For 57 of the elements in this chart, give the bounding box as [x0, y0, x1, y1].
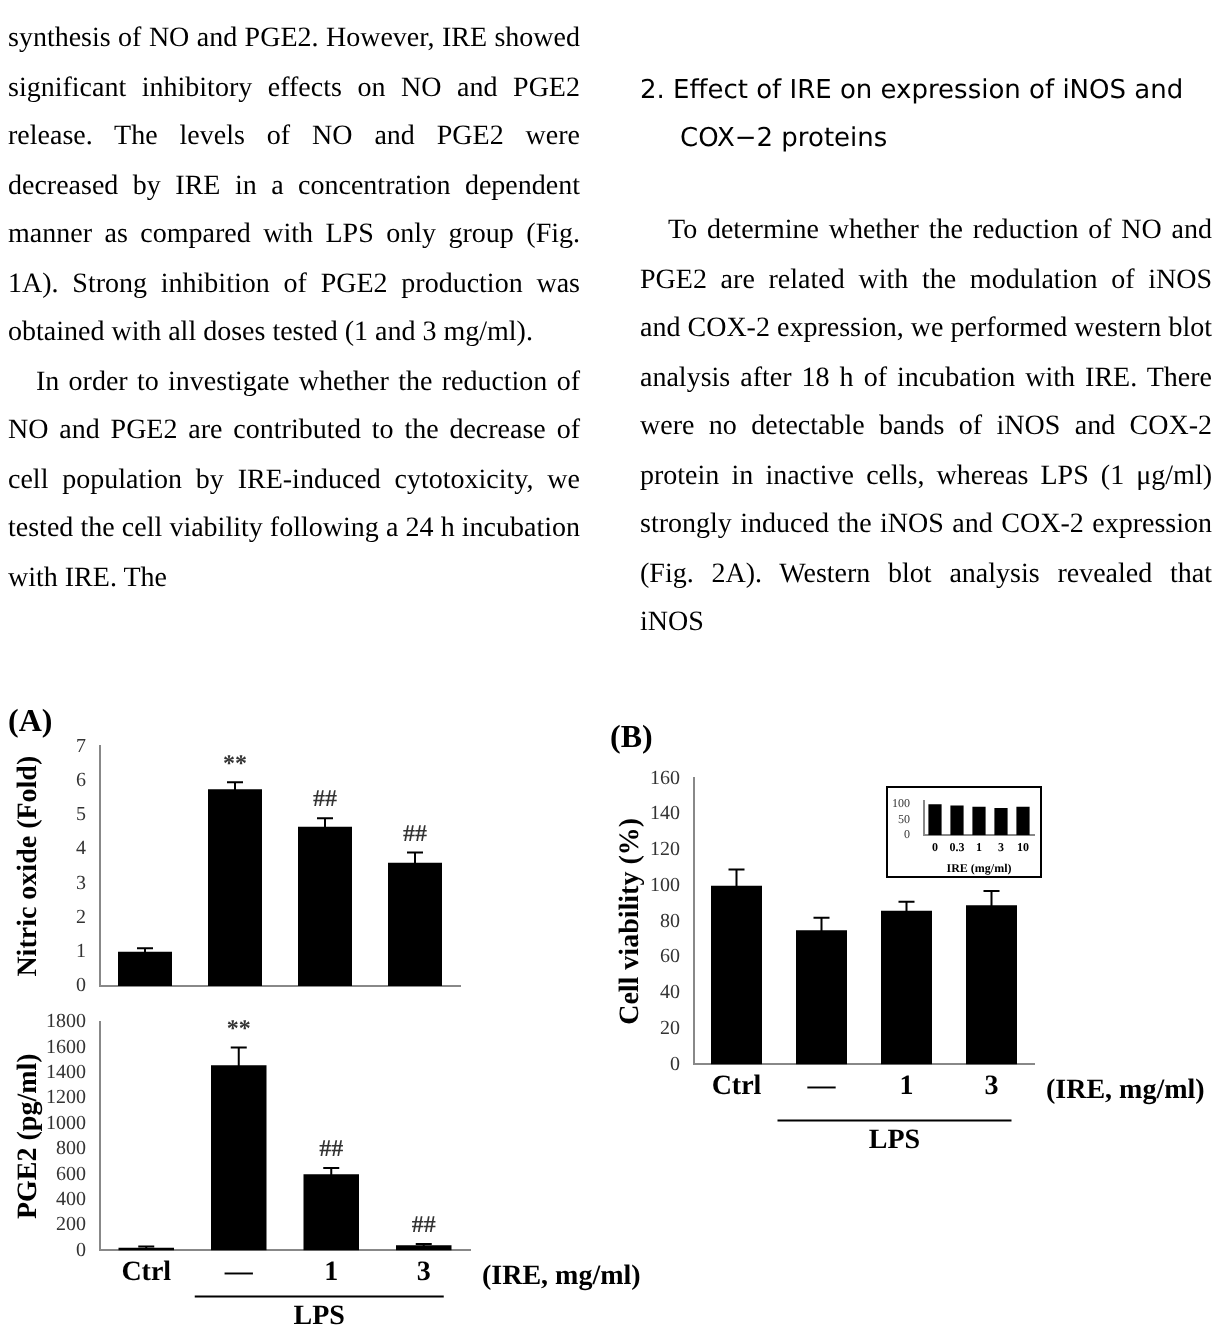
x-tick-label: 3 — [984, 1072, 999, 1103]
y-tick-label: 0 — [76, 1239, 86, 1262]
y-tick-label: 140 — [650, 803, 680, 826]
y-tick-label: 80 — [660, 910, 680, 933]
y-tick-label: 4 — [76, 838, 86, 861]
y-tick-label: 6 — [76, 769, 86, 792]
y-tick-label: 1800 — [46, 1011, 86, 1034]
x-tick-label: — — [805, 1072, 838, 1103]
x-tick-label: — — [222, 1258, 255, 1289]
y-tick-label: 160 — [650, 767, 680, 790]
y-tick-label: 7 — [76, 735, 86, 758]
x-tick-label: 1 — [324, 1258, 339, 1289]
y-tick-label: 1 — [76, 941, 86, 964]
y-tick-label: 20 — [660, 1017, 680, 1040]
y-tick-label: 400 — [56, 1188, 86, 1211]
text: synthesis of NO and PGE2. However, IRE showed significant inhibitory effects on NO and PGE2 release. The levels of NO and PGE2 were decreased by IRE in a concentration dependent manner as compared with LPS only group (Fig. 1A). Strong inhibition of PGE2 production was obtained with all doses tested (1 and 3 mg/ml). — [8, 22, 580, 352]
annotation: ## — [319, 1134, 344, 1163]
y-axis-title: Nitric oxide (Fold) — [14, 755, 45, 977]
y-tick-label: 3 — [76, 872, 86, 895]
text: LPS — [293, 1301, 346, 1332]
text: In order to investigate whether the reduction of NO and PGE2 are contributed to the decrease of cell population by IRE-induced cytotoxicity, we tested the cell viability following a 24 h incubation with IRE. The — [8, 365, 580, 597]
annotation: ## — [411, 1210, 436, 1239]
y-tick-label: 5 — [76, 804, 86, 827]
y-axis-title: Cell viability (%) — [616, 817, 647, 1025]
y-axis-title: PGE2 (pg/ml) — [14, 1052, 45, 1220]
bar — [396, 1245, 452, 1251]
x-tick-label: 3 — [416, 1258, 431, 1289]
y-tick-label: 0 — [670, 1053, 680, 1076]
y-tick-label: 200 — [56, 1214, 86, 1237]
text: 2. Effect of IRE on expression of iNOS and COX−2 proteins — [640, 74, 1186, 158]
y-tick-label: 1600 — [46, 1036, 86, 1059]
bar — [118, 951, 172, 986]
bar — [303, 1174, 359, 1251]
y-tick-label: 120 — [650, 839, 680, 862]
y-tick-label: 0 — [76, 975, 86, 998]
y-tick-label: 100 — [650, 874, 680, 897]
y-tick-label: 600 — [56, 1163, 86, 1186]
annotation: ## — [313, 784, 337, 813]
x-tick-label: Ctrl — [711, 1072, 762, 1103]
y-tick-label: 1000 — [46, 1112, 86, 1135]
y-tick-label: 60 — [660, 946, 680, 969]
text: LPS — [868, 1125, 921, 1156]
chart-title: (B) — [610, 721, 653, 756]
x-axis-title: (IRE, mg/ml) — [482, 1261, 642, 1292]
y-tick-label: 40 — [660, 982, 680, 1005]
y-tick-label: 1400 — [46, 1062, 86, 1085]
y-tick-label: 800 — [56, 1138, 86, 1161]
x-tick-label: Ctrl — [121, 1258, 172, 1289]
y-tick-label: 2 — [76, 906, 86, 929]
text: To determine whether the reduction of NO and PGE2 are related with the modulation of iNOS and COX-2 expression, we performed western blot analysis after 18 h of incubation with IRE. There were no detectable bands of iNOS and COX-2 protein in inactive cells, whereas LPS (1 μg/ml) strongly induced the iNOS and COX-2 expression (Fig. 2A). Western blot analysis revealed that iNOS — [640, 216, 1212, 638]
annotation: ## — [403, 818, 427, 847]
y-tick-label: 1200 — [46, 1087, 86, 1110]
annotation: ** — [226, 1013, 251, 1042]
chart-title: (A) — [8, 705, 53, 740]
annotation: ** — [223, 748, 247, 777]
bar — [208, 789, 262, 986]
x-axis-title: (IRE, mg/ml) — [1046, 1075, 1206, 1106]
